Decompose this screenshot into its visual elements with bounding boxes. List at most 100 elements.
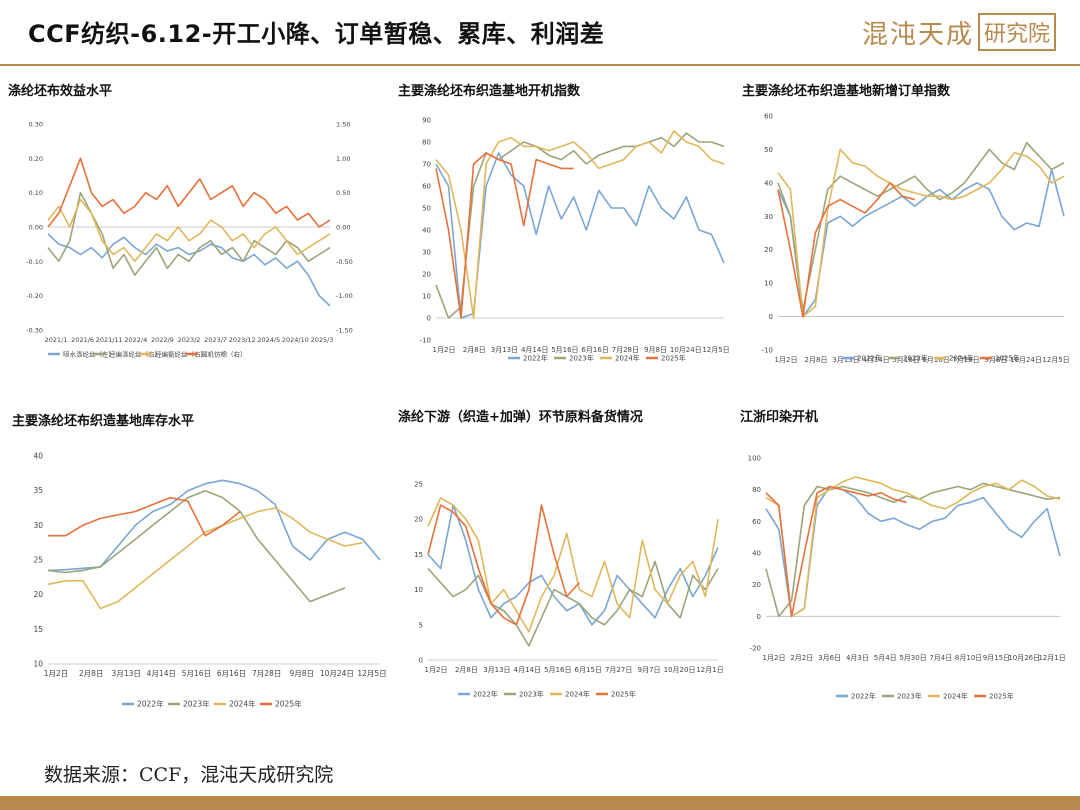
x-tick-label: 10月24日 [1010, 356, 1042, 364]
y-tick-label: -10 [420, 337, 431, 345]
x-tick-label: 5月16日 [551, 346, 578, 354]
y-tick-label: 0.20 [29, 155, 43, 163]
x-tick-label: 9月8日 [290, 669, 315, 678]
x-tick-label: 8月10日 [955, 654, 982, 662]
series-line-3 [765, 485, 907, 618]
x-tick-label: 5月4日 [874, 654, 897, 662]
legend-label: 2022年 [857, 354, 882, 363]
x-tick-label: 4月3日 [846, 654, 869, 662]
legend-label: 2024年 [565, 690, 590, 699]
x-tick-label: 3月13日 [112, 669, 141, 678]
y2-tick-label: 0.00 [336, 224, 350, 232]
series-line-2 [435, 130, 725, 319]
y-tick-label: 20 [752, 581, 761, 589]
y-tick-label: 50 [764, 146, 773, 154]
x-tick-label: 4月14日 [514, 666, 541, 674]
chart-panel-raw-material-stock: 涤纶下游（织造+加弹）环节原料备货情况 25 20 15 10 5 0 1月2日 2月8日 3月… [398, 404, 728, 708]
chart-title: 主要涤纶坯布织造基地开机指数 [398, 84, 581, 99]
series-line-0 [777, 168, 1065, 318]
legend-label: 2025年 [989, 692, 1014, 701]
y-tick-label: 15 [33, 625, 43, 634]
y-tick-label: 20 [414, 516, 423, 524]
y-tick-label: 10 [33, 660, 43, 669]
y-tick-label: 10 [414, 586, 423, 594]
chart-svg: 0.30 0.20 0.10 0.00 -0.10 -0.20 -0.30 1.50 1.00 0… [26, 121, 353, 359]
x-tick-label: 7月28日 [252, 669, 281, 678]
chart-panel-operating-rate: 主要涤纶坯布织造基地开机指数 90 80 70 60 50 40 30 20 10 0 -10 1月2… [398, 78, 738, 368]
chart-panel-new-orders: 主要涤纶坯布织造基地新增订单指数 60 50 40 30 20 10 0 -10 1月2日 2月8… [742, 78, 1072, 368]
x-tick-label: 5月16日 [182, 669, 211, 678]
chart-panel-inventory: 主要涤纶坯布织造基地库存水平 40 35 30 25 20 15 10 1月2日 2月8日 3月1… [12, 408, 392, 708]
y-tick-label: 80 [752, 486, 761, 494]
x-tick-label: 12月5日 [702, 346, 729, 354]
y2-tick-label: 0.50 [336, 189, 350, 197]
series-line-0 [47, 233, 331, 307]
series-line-2 [765, 476, 1061, 618]
brand-logo: 混沌天成 研究院 [862, 10, 1056, 54]
x-tick-label: 6月15日 [575, 666, 602, 674]
y-tick-label: 40 [422, 227, 431, 235]
y-tick-label: 20 [764, 246, 773, 254]
y2-tick-label: -1.50 [336, 327, 353, 335]
x-tick-label: 2022/9 [151, 336, 174, 344]
x-tick-label: 6月16日 [217, 669, 246, 678]
x-tick-label: 4月14日 [147, 669, 176, 678]
x-tick-label: 10月24日 [670, 346, 702, 354]
y-tick-label: 60 [764, 113, 773, 121]
y-tick-label: 0 [427, 315, 431, 323]
legend-label: 2022年 [473, 690, 498, 699]
x-tick-label: 2月8日 [455, 666, 478, 674]
y2-tick-label: -1.00 [336, 292, 353, 300]
series-line-3 [435, 152, 574, 319]
y2-tick-label: -0.50 [336, 258, 353, 266]
legend-label: 2022年 [851, 692, 876, 701]
series-line-2 [427, 497, 719, 633]
series-line-1 [47, 191, 331, 276]
y-tick-label: 35 [33, 486, 43, 495]
series-line-1 [427, 560, 719, 647]
x-tick-label: 2021/1 [45, 336, 68, 344]
legend-label: 2023年 [903, 354, 928, 363]
chart-panel-dyeing-rate: 江浙印染开机 100 80 60 40 20 0 -20 1月2日 2月2日 3月6日 4月3日 5月… [740, 404, 1070, 708]
series-line-2 [777, 148, 1065, 318]
series-line-3 [427, 504, 580, 626]
x-tick-label: 12月1日 [1038, 654, 1065, 662]
title-bar: CCF纺织-6.12-开工小降、订单暂稳、累库、利润差 混沌天成 研究院 [0, 0, 1080, 66]
y-tick-label: 40 [752, 550, 761, 558]
series-line-1 [435, 132, 725, 319]
series-line-0 [47, 479, 381, 572]
legend-label: 2023年 [897, 692, 922, 701]
x-tick-label: 1月2日 [763, 654, 786, 662]
x-tick-label: 3月6日 [818, 654, 841, 662]
legend-label: 2024年 [229, 699, 256, 709]
y-tick-label: 0 [419, 657, 423, 665]
x-tick-label: 7月28日 [952, 356, 979, 364]
x-tick-label: 7月28日 [612, 346, 639, 354]
y-tick-label: 0.10 [29, 189, 43, 197]
legend-label: 2023年 [183, 699, 210, 709]
legend-label: 2022年 [137, 699, 164, 709]
x-tick-label: 1月2日 [44, 669, 69, 678]
y-tick-label: 10 [422, 293, 431, 301]
logo-text: 混沌天成 [861, 19, 974, 50]
x-tick-label: 2月2日 [790, 654, 813, 662]
x-tick-label: 3月13日 [483, 666, 510, 674]
x-tick-label: 2023/7 [204, 336, 227, 344]
x-tick-label: 9月8日 [644, 346, 667, 354]
x-tick-label: 2021/11 [96, 336, 123, 344]
x-tick-label: 7月27日 [605, 666, 632, 674]
x-tick-label: 2025/3 [311, 336, 334, 344]
y-tick-label: 25 [414, 481, 423, 489]
page-title: CCF纺织-6.12-开工小降、订单暂稳、累库、利润差 [28, 20, 605, 48]
y-tick-label: -0.20 [26, 292, 43, 300]
legend-label: 喷水涤纶丝（左） [63, 350, 115, 359]
chart-title: 主要涤纶坯布织造基地新增订单指数 [742, 84, 951, 99]
x-tick-label: 3月13日 [491, 346, 518, 354]
y-tick-label: 30 [422, 249, 431, 257]
y-tick-label: 90 [422, 117, 431, 125]
bottom-bar [0, 796, 1080, 810]
y-tick-label: 20 [33, 590, 43, 599]
data-source-note: 数据来源：CCF，混沌天成研究院 [44, 764, 334, 786]
